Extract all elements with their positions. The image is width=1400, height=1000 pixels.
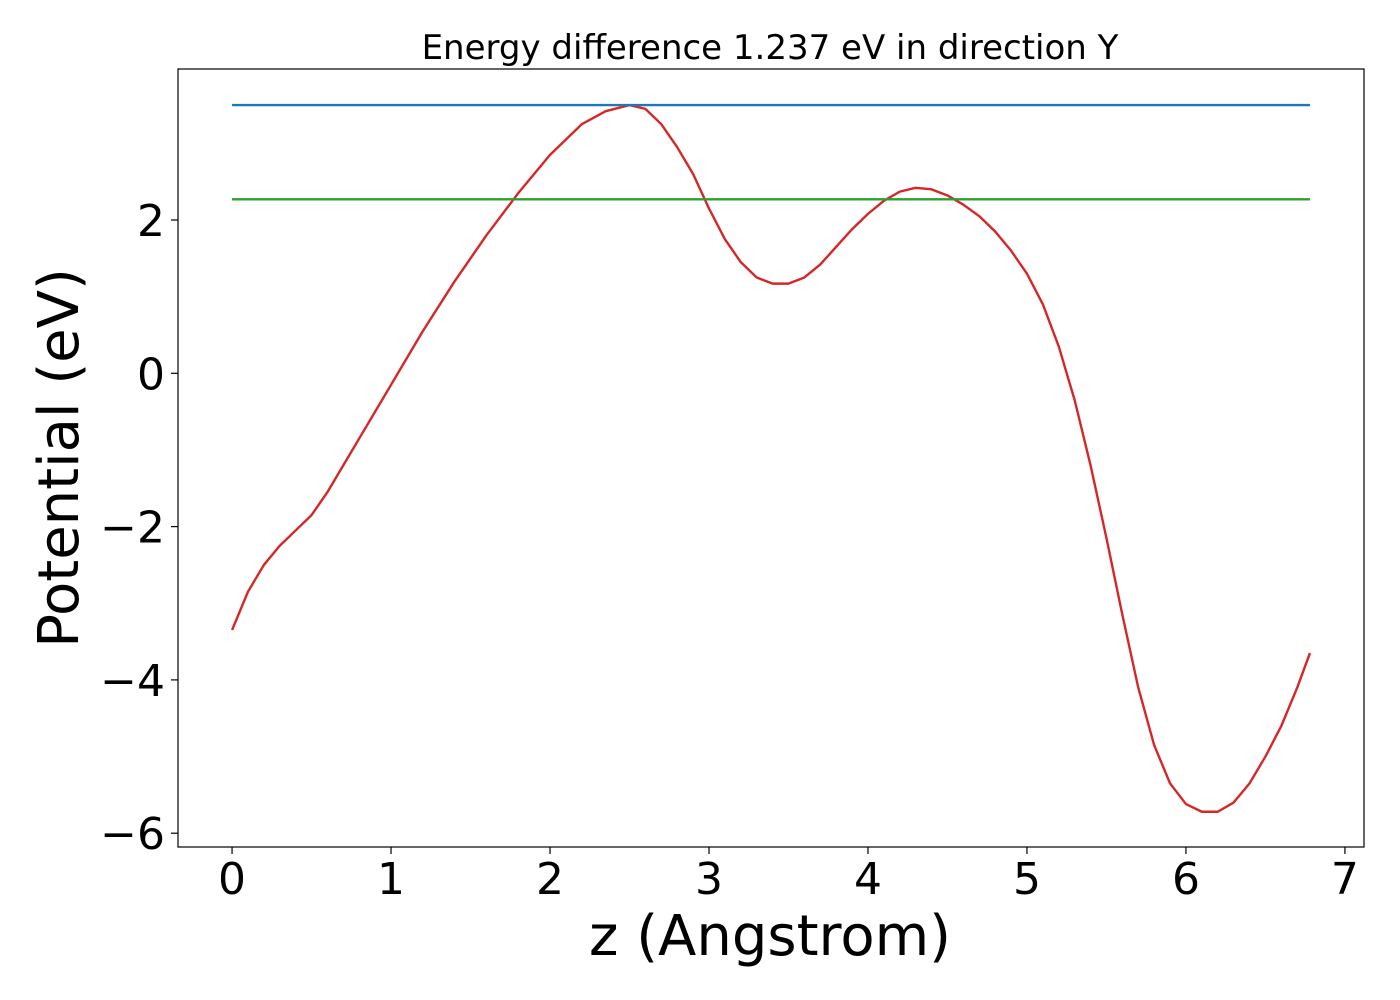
x-axis-label: z (Angstrom): [589, 904, 951, 969]
x-tick-label: 6: [1172, 854, 1200, 905]
y-tick-label: −6: [100, 809, 165, 860]
series-layer: [230, 103, 1312, 813]
x-tick-label: 0: [218, 854, 246, 905]
x-axis: 0 1 2 3 4 5 6 7: [218, 847, 1359, 905]
y-axis-label: Potential (eV): [27, 268, 92, 648]
y-tick-label: 2: [137, 196, 165, 247]
chart-title: Energy difference 1.237 eV in direction …: [422, 28, 1119, 68]
x-tick-label: 4: [854, 854, 882, 905]
y-tick-label: −4: [100, 656, 165, 707]
plot-frame: [177, 68, 1365, 848]
y-axis: −6 −4 −2 0 2: [100, 196, 178, 860]
x-tick-label: 7: [1331, 854, 1359, 905]
x-tick-label: 5: [1013, 854, 1041, 905]
y-tick-label: 0: [137, 349, 165, 400]
x-tick-label: 1: [377, 854, 405, 905]
y-tick-label: −2: [100, 503, 165, 554]
x-tick-label: 3: [695, 854, 723, 905]
x-tick-label: 2: [536, 854, 564, 905]
series-line-1: [230, 103, 1312, 813]
